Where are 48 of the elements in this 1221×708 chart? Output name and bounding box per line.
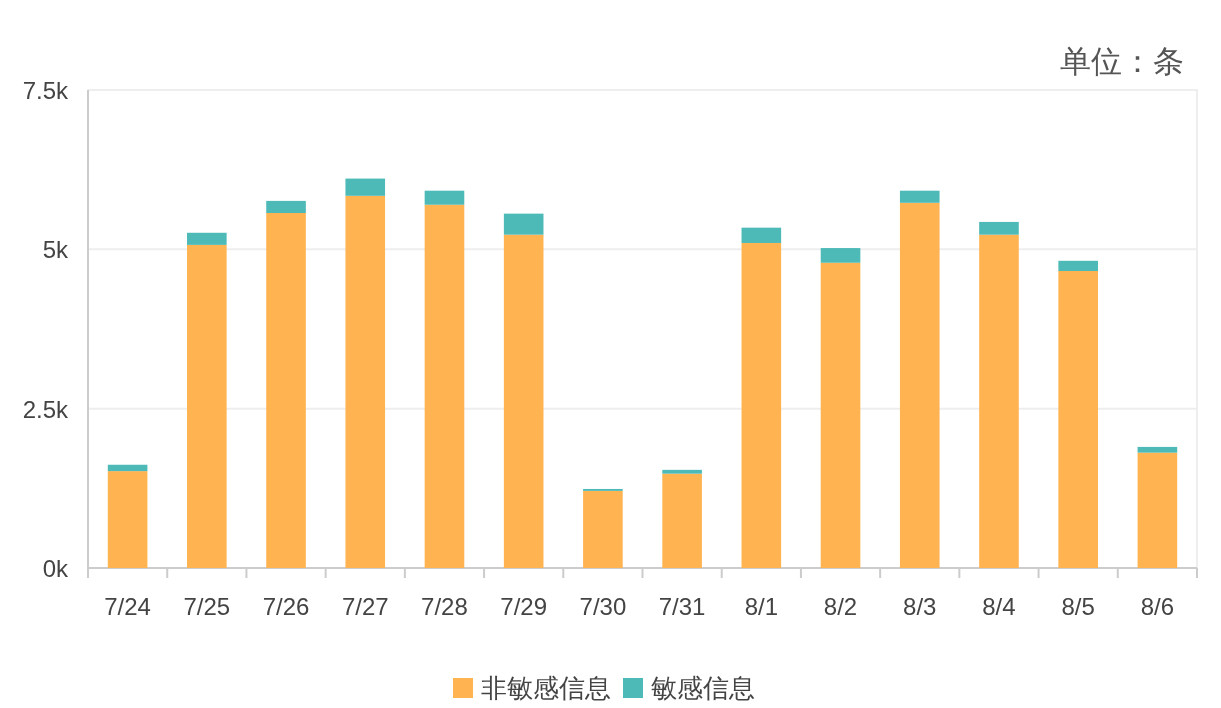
bar: [899, 190, 940, 203]
x-tick-label: 7/25: [183, 593, 231, 620]
bar: [345, 195, 386, 568]
x-tick-label: 7/29: [500, 593, 548, 620]
bar: [741, 227, 782, 243]
bar: [979, 221, 1019, 235]
bar: [266, 213, 306, 568]
text: 单位：条: [1060, 44, 1184, 79]
x-tick-label: 7/26: [262, 593, 310, 620]
bar: [820, 248, 861, 263]
bar: [266, 200, 306, 214]
x-tick-label: 8/1: [744, 593, 779, 620]
bar: [1137, 446, 1178, 453]
x-tick-label: 7/27: [341, 593, 389, 620]
x-tick-label: 7/31: [658, 593, 706, 620]
legend-label: 敏感信息: [651, 673, 755, 703]
legend-label: 非敏感信息: [481, 673, 611, 703]
bar: [741, 242, 782, 568]
x-tick-label: 7/24: [104, 593, 151, 620]
bar: [1137, 452, 1178, 568]
bar: [662, 473, 702, 568]
bar: [187, 244, 227, 568]
x-tick-label: 7/30: [579, 593, 627, 620]
x-tick-label: 7/28: [421, 593, 468, 620]
bar: [662, 469, 702, 474]
bar: [583, 490, 623, 568]
y-tick-label: 7.5k: [22, 77, 69, 104]
x-tick-label: 8/6: [1140, 593, 1175, 620]
x-tick-label: 8/5: [1061, 593, 1095, 620]
bar: [1058, 271, 1098, 568]
bar: [979, 234, 1019, 568]
bar: [107, 464, 148, 472]
y-tick-label: 0k: [42, 555, 69, 582]
bar: [424, 190, 465, 205]
y-tick-label: 5k: [42, 236, 69, 264]
x-tick-label: 8/2: [823, 593, 858, 620]
bar: [503, 234, 544, 568]
bar: [1058, 260, 1098, 271]
bar: [899, 202, 940, 568]
x-tick-label: 8/4: [982, 593, 1016, 620]
bar: [424, 204, 465, 568]
x-tick-label: 8/3: [903, 593, 937, 620]
bar: [345, 178, 386, 196]
y-tick-label: 2.5k: [22, 395, 69, 423]
bar: [107, 471, 148, 568]
bar: [187, 232, 227, 245]
bar: [820, 262, 861, 568]
bar: [503, 213, 544, 235]
